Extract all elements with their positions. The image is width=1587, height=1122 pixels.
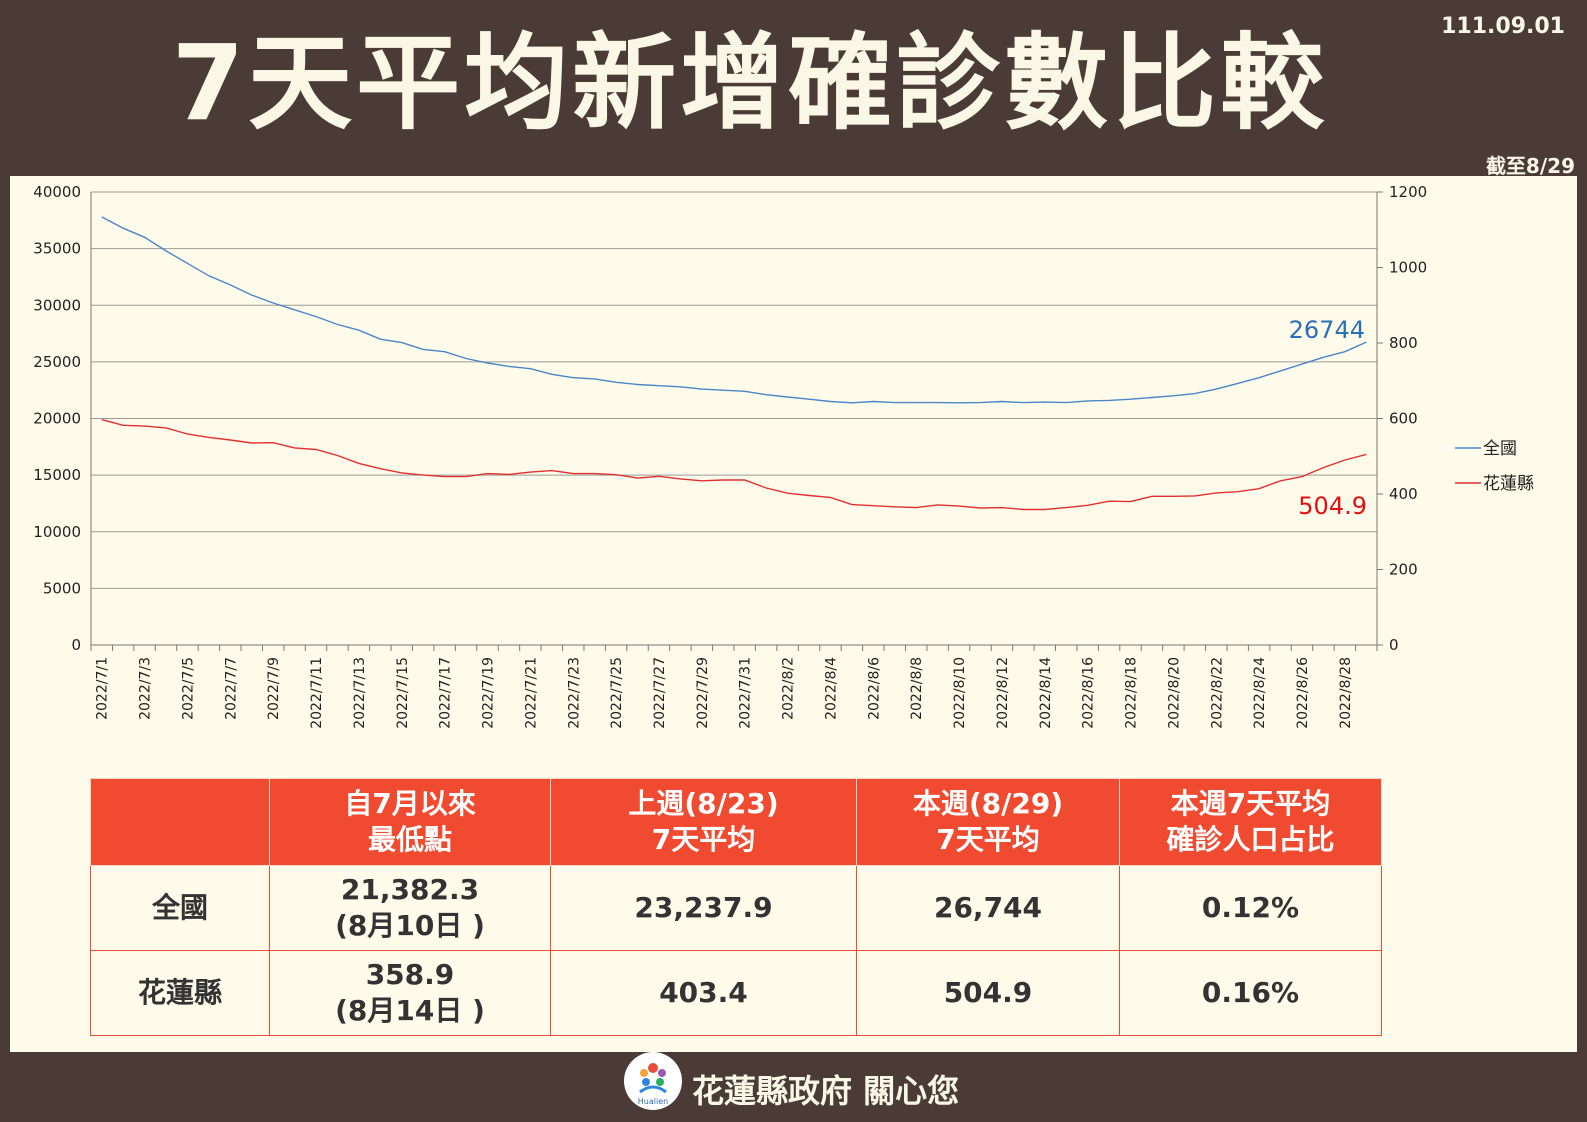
y-left-tick-label: 15000 xyxy=(33,466,81,484)
y-right-tick-label: 200 xyxy=(1389,561,1418,579)
y-right-tick-label: 400 xyxy=(1389,485,1418,503)
hualien-logo: Hualien xyxy=(624,1052,682,1110)
legend-item: 全國 xyxy=(1483,439,1517,459)
lowest-cell: 358.9 (8月14日 ) xyxy=(269,950,551,1036)
row-label: 花蓮縣 xyxy=(90,950,270,1036)
x-tick-label: 2022/7/11 xyxy=(309,657,325,729)
x-tick-label: 2022/7/3 xyxy=(138,657,154,720)
table-row: 花蓮縣 358.9 (8月14日 ) 403.4 504.9 0.16% xyxy=(90,950,1382,1036)
table-header-cell: 自7月以來 最低點 xyxy=(269,778,551,866)
page-title: 7天平均新增確診數比較 xyxy=(171,22,1329,144)
x-tick-label: 2022/8/18 xyxy=(1124,657,1140,729)
x-tick-label: 2022/8/8 xyxy=(909,657,925,720)
national-last-label: 26744 xyxy=(1289,316,1365,344)
x-tick-label: 2022/7/5 xyxy=(180,657,196,720)
series-line-hualien xyxy=(101,418,1367,511)
table-header-row: 自7月以來 最低點 上週(8/23) 7天平均 本週(8/29) 7天平均 本週7天平… xyxy=(90,778,1382,866)
x-tick-label: 2022/8/6 xyxy=(866,657,882,720)
x-tick-label: 2022/8/14 xyxy=(1038,657,1054,729)
x-tick-label: 2022/8/2 xyxy=(781,657,797,720)
y-left-tick-label: 30000 xyxy=(33,296,81,314)
as-of-date: 截至8/29 xyxy=(1485,154,1575,178)
x-tick-label: 2022/7/17 xyxy=(438,657,454,729)
legend-item: 花蓮縣 xyxy=(1483,474,1534,494)
x-tick-label: 2022/8/16 xyxy=(1081,657,1097,729)
x-tick-label: 2022/8/10 xyxy=(952,657,968,729)
y-left-tick-label: 5000 xyxy=(43,579,81,597)
x-tick-label: 2022/8/24 xyxy=(1252,657,1268,729)
x-tick-label: 2022/7/9 xyxy=(266,657,282,720)
x-tick-label: 2022/7/7 xyxy=(223,657,239,720)
x-tick-label: 2022/7/1 xyxy=(95,657,111,720)
y-right-tick-label: 1000 xyxy=(1389,259,1427,277)
table-header-cell: 本週(8/29) 7天平均 xyxy=(856,778,1120,866)
hualien-last-label: 504.9 xyxy=(1298,492,1367,520)
row-label: 全國 xyxy=(90,865,270,951)
table-header-cell: 上週(8/23) 7天平均 xyxy=(550,778,857,866)
x-tick-label: 2022/7/13 xyxy=(352,657,368,729)
ratio-cell: 0.12% xyxy=(1119,865,1382,951)
line-chart: 0500010000150002000025000300003500040000… xyxy=(33,183,1534,729)
y-left-tick-label: 20000 xyxy=(33,410,81,428)
y-left-tick-label: 25000 xyxy=(33,353,81,371)
y-left-tick-label: 40000 xyxy=(33,183,81,201)
x-tick-label: 2022/7/29 xyxy=(695,657,711,729)
y-right-tick-label: 800 xyxy=(1389,334,1418,352)
publish-date: 111.09.01 xyxy=(1441,14,1565,39)
x-tick-label: 2022/8/4 xyxy=(823,657,839,720)
series-line-national xyxy=(101,216,1367,404)
x-tick-label: 2022/7/31 xyxy=(738,657,754,729)
x-tick-label: 2022/7/21 xyxy=(523,657,539,729)
y-right-tick-label: 1200 xyxy=(1389,183,1427,201)
last-week-cell: 403.4 xyxy=(550,950,857,1036)
y-right-tick-label: 0 xyxy=(1389,636,1399,654)
svg-text:Hualien: Hualien xyxy=(638,1097,668,1106)
y-left-tick-label: 0 xyxy=(71,636,81,654)
ratio-cell: 0.16% xyxy=(1119,950,1382,1036)
x-tick-label: 2022/8/22 xyxy=(1209,657,1225,729)
this-week-cell: 26,744 xyxy=(856,865,1120,951)
x-tick-label: 2022/8/28 xyxy=(1338,657,1354,729)
lowest-cell: 21,382.3 (8月10日 ) xyxy=(269,865,551,951)
table-row: 全國 21,382.3 (8月10日 ) 23,237.9 26,744 0.12… xyxy=(90,865,1382,951)
x-tick-label: 2022/7/15 xyxy=(395,657,411,729)
y-left-tick-label: 10000 xyxy=(33,523,81,541)
y-right-tick-label: 600 xyxy=(1389,410,1418,428)
stats-table: 自7月以來 最低點 上週(8/23) 7天平均 本週(8/29) 7天平均 本週7天平… xyxy=(90,778,1382,1036)
table-header-cell: 本週7天平均 確診人口占比 xyxy=(1119,778,1382,866)
x-tick-label: 2022/7/23 xyxy=(566,657,582,729)
this-week-cell: 504.9 xyxy=(856,950,1120,1036)
x-tick-label: 2022/7/19 xyxy=(481,657,497,729)
x-tick-label: 2022/7/27 xyxy=(652,657,668,729)
table-header-cell xyxy=(90,778,270,866)
x-tick-label: 2022/8/12 xyxy=(995,657,1011,729)
x-tick-label: 2022/8/26 xyxy=(1295,657,1311,729)
x-tick-label: 2022/8/20 xyxy=(1166,657,1182,729)
footer-slogan: 花蓮縣政府 關心您 xyxy=(692,1072,960,1110)
x-tick-label: 2022/7/25 xyxy=(609,657,625,729)
last-week-cell: 23,237.9 xyxy=(550,865,857,951)
y-left-tick-label: 35000 xyxy=(33,240,81,258)
content-panel: 0 5000 10000 15000 20000 25000 30000 35000 40000… xyxy=(10,176,1577,1052)
